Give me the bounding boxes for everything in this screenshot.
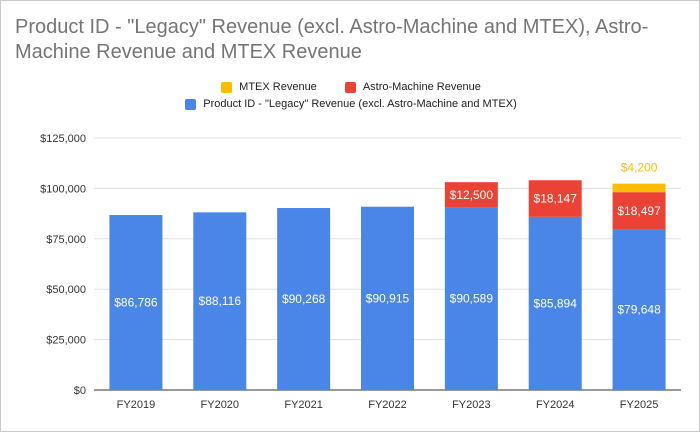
y-tick-label: $100,000 bbox=[40, 183, 86, 195]
data-label: $88,116 bbox=[199, 294, 242, 308]
data-label: $86,786 bbox=[114, 296, 158, 310]
bar-segment bbox=[444, 182, 498, 208]
legend-label-mtex: MTEX Revenue bbox=[239, 81, 317, 93]
y-tick-label: $125,000 bbox=[40, 133, 86, 145]
data-label: $4,200 bbox=[621, 161, 658, 175]
x-tick-label: FY2021 bbox=[284, 399, 323, 411]
legend-row-2: Product ID - "Legacy" Revenue (excl. Ast… bbox=[1, 98, 699, 110]
legend-swatch-legacy bbox=[185, 98, 197, 110]
bar-segment bbox=[193, 212, 247, 390]
x-tick-label: FY2019 bbox=[117, 399, 156, 411]
bar-segment bbox=[361, 206, 414, 390]
bar-segment bbox=[109, 215, 163, 390]
legend-swatch-astro-machine bbox=[344, 81, 356, 93]
chart-title: Product ID - "Legacy" Revenue (excl. Ast… bbox=[15, 16, 649, 63]
legend-label-legacy: Product ID - "Legacy" Revenue (excl. Ast… bbox=[203, 98, 517, 110]
bar-segment bbox=[528, 180, 582, 217]
x-tick-label: FY2022 bbox=[368, 399, 407, 411]
data-label: $12,500 bbox=[450, 188, 494, 202]
x-tick-label: FY2024 bbox=[536, 399, 575, 411]
legend-row-1: MTEX Revenue Astro-Machine Revenue bbox=[1, 81, 699, 93]
y-tick-label: $75,000 bbox=[46, 234, 86, 246]
data-label: $85,894 bbox=[534, 296, 578, 310]
y-tick-label: $25,000 bbox=[46, 335, 86, 347]
data-label: $79,648 bbox=[617, 303, 661, 317]
bar-segment bbox=[277, 208, 331, 390]
x-tick-label: FY2020 bbox=[201, 399, 240, 411]
x-tick-label: FY2023 bbox=[452, 399, 491, 411]
legend-swatch-mtex bbox=[221, 81, 233, 93]
y-tick-label: $0 bbox=[74, 385, 86, 397]
legend-item-legacy: Product ID - "Legacy" Revenue (excl. Ast… bbox=[185, 98, 517, 110]
legend-item-mtex: MTEX Revenue bbox=[221, 81, 317, 93]
data-label: $90,268 bbox=[282, 292, 326, 306]
data-label: $90,589 bbox=[450, 292, 494, 306]
x-tick-label: FY2025 bbox=[620, 399, 659, 411]
bar-segment bbox=[612, 183, 666, 193]
legend-label-astro-machine: Astro-Machine Revenue bbox=[362, 81, 481, 93]
bar-segment bbox=[444, 207, 498, 390]
legend-item-astro-machine: Astro-Machine Revenue bbox=[344, 81, 481, 93]
data-label: $90,915 bbox=[366, 291, 410, 305]
bar-segment bbox=[612, 229, 666, 390]
bar-segment bbox=[528, 216, 582, 390]
bar-segment bbox=[612, 192, 666, 230]
data-label: $18,497 bbox=[617, 204, 661, 218]
y-tick-label: $50,000 bbox=[46, 284, 86, 296]
data-label: $18,147 bbox=[534, 192, 578, 206]
